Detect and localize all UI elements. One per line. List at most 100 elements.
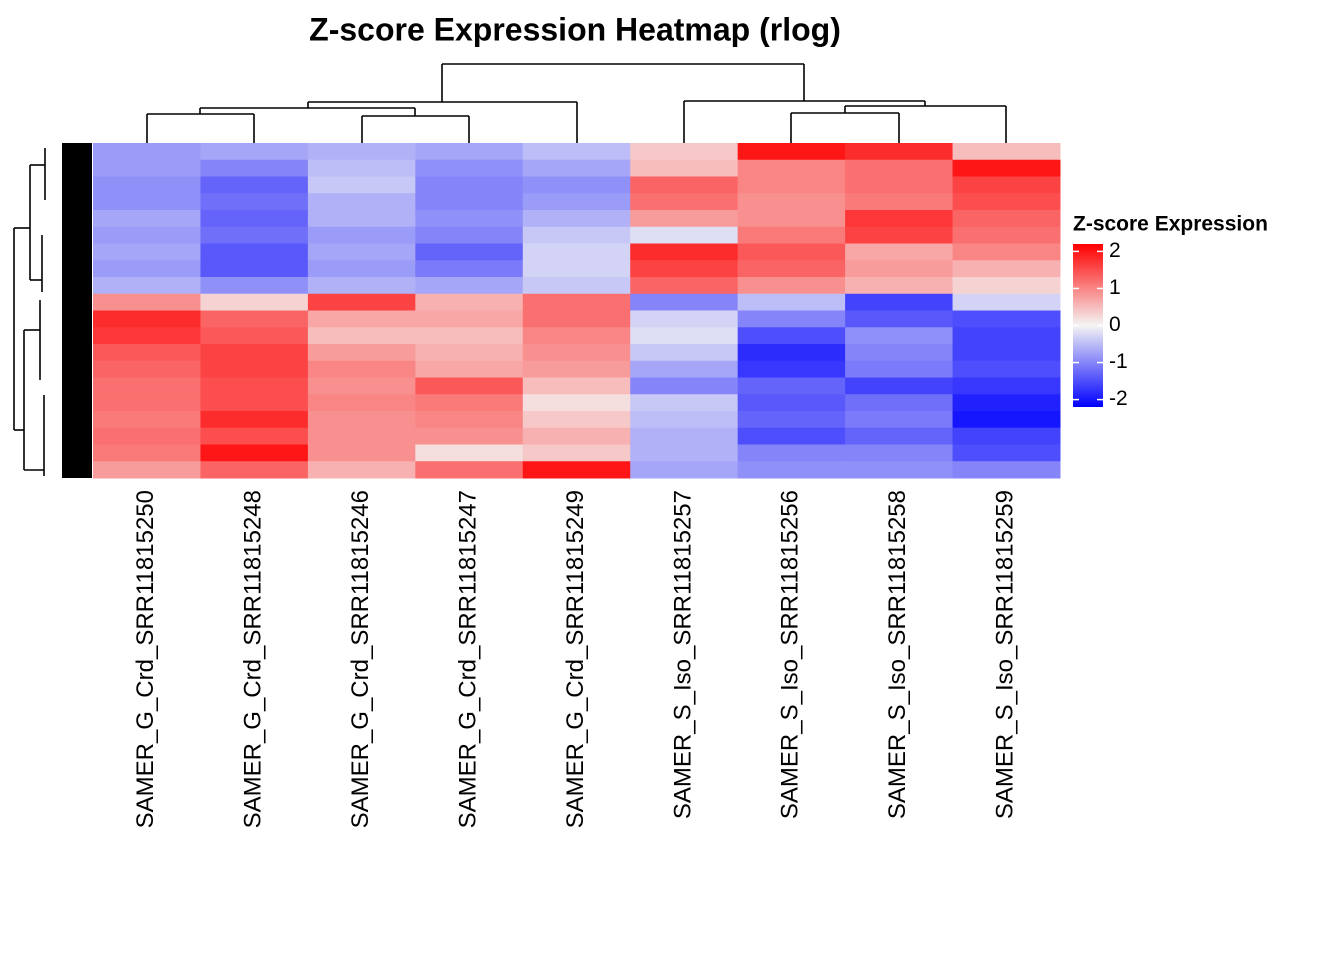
heatmap-cell <box>307 394 416 412</box>
heatmap-cell <box>952 394 1061 412</box>
heatmap-cell <box>522 444 631 462</box>
heatmap-cell <box>415 293 524 311</box>
heatmap-cell <box>737 143 846 161</box>
heatmap-cell <box>845 461 954 479</box>
heatmap-cell <box>93 461 201 479</box>
heatmap-cell <box>307 360 416 378</box>
heatmap-cell <box>522 394 631 412</box>
heatmap-cell <box>200 277 309 295</box>
column-dendrogram <box>146 63 1007 143</box>
heatmap-cell <box>952 176 1061 194</box>
heatmap-cell <box>415 360 524 378</box>
heatmap-cell <box>415 159 524 177</box>
heatmap-cell <box>952 327 1061 345</box>
heatmap-cell <box>415 344 524 362</box>
heatmap-cell <box>952 461 1061 479</box>
heatmap-cell <box>630 444 739 462</box>
heatmap-cell <box>630 293 739 311</box>
heatmap-cell <box>93 176 201 194</box>
heatmap-cell <box>307 159 416 177</box>
heatmap-cell <box>737 260 846 278</box>
heatmap-cell <box>307 310 416 328</box>
heatmap-cell <box>200 411 309 429</box>
heatmap-cell <box>845 277 954 295</box>
column-label: SAMER_S_Iso_SRR11815256 <box>777 490 804 819</box>
heatmap-cell <box>845 293 954 311</box>
heatmap-cell <box>307 327 416 345</box>
heatmap-cell <box>415 243 524 261</box>
heatmap-cell <box>952 143 1061 161</box>
heatmap-cell <box>952 226 1061 244</box>
heatmap-cell <box>522 327 631 345</box>
heatmap-cell <box>522 411 631 429</box>
heatmap-cell <box>737 360 846 378</box>
heatmap-cell <box>630 360 739 378</box>
heatmap-cell <box>415 193 524 211</box>
heatmap-cell <box>200 360 309 378</box>
heatmap-cell <box>307 377 416 395</box>
heatmap-cell <box>415 444 524 462</box>
heatmap-cell <box>952 159 1061 177</box>
heatmap-cell <box>522 260 631 278</box>
heatmap-cell <box>845 159 954 177</box>
heatmap-cell <box>307 226 416 244</box>
heatmap-cell <box>845 411 954 429</box>
heatmap-cell <box>200 210 309 228</box>
heatmap-cell <box>630 193 739 211</box>
heatmap-cell <box>845 210 954 228</box>
heatmap-cell <box>93 193 201 211</box>
column-label: SAMER_S_Iso_SRR11815258 <box>884 490 911 819</box>
column-label: SAMER_G_Crd_SRR11815246 <box>347 490 374 828</box>
legend-title: Z-score Expression <box>1073 213 1268 236</box>
heatmap-cell <box>845 377 954 395</box>
heatmap-cell <box>845 327 954 345</box>
heatmap-cell <box>952 411 1061 429</box>
column-label: SAMER_G_Crd_SRR11815247 <box>454 490 481 828</box>
heatmap-cell <box>93 159 201 177</box>
heatmap-cell <box>737 411 846 429</box>
heatmap-cell <box>415 327 524 345</box>
heatmap-cell <box>522 243 631 261</box>
heatmap-cell <box>415 226 524 244</box>
heatmap-cell <box>522 143 631 161</box>
heatmap-cell <box>737 344 846 362</box>
heatmap-cell <box>522 344 631 362</box>
heatmap-cell <box>415 394 524 412</box>
heatmap-cell <box>307 193 416 211</box>
heatmap-cell <box>737 277 846 295</box>
heatmap-cell <box>200 143 309 161</box>
heatmap-cell <box>630 327 739 345</box>
heatmap-cell <box>307 444 416 462</box>
column-label: SAMER_S_Iso_SRR11815257 <box>669 490 696 819</box>
heatmap-cell <box>845 193 954 211</box>
heatmap-cell <box>737 193 846 211</box>
heatmap-cell <box>522 159 631 177</box>
heatmap-cell <box>93 377 201 395</box>
heatmap-cell <box>200 310 309 328</box>
heatmap-cell <box>630 210 739 228</box>
heatmap-cell <box>630 277 739 295</box>
heatmap-cell <box>307 277 416 295</box>
heatmap-cell <box>522 210 631 228</box>
heatmap-cell <box>952 360 1061 378</box>
legend-tick-label: 0 <box>1109 313 1121 336</box>
heatmap-cell <box>630 176 739 194</box>
heatmap-cell <box>737 310 846 328</box>
heatmap-cell <box>200 394 309 412</box>
heatmap-cell <box>200 344 309 362</box>
heatmap-cell <box>93 411 201 429</box>
heatmap-cell <box>522 193 631 211</box>
heatmap-cell <box>845 360 954 378</box>
heatmap-cell <box>737 444 846 462</box>
heatmap-cell <box>737 159 846 177</box>
heatmap-cell <box>93 143 201 161</box>
heatmap-cell <box>415 277 524 295</box>
heatmap-cell <box>952 193 1061 211</box>
heatmap-cell <box>415 143 524 161</box>
heatmap-cell <box>415 377 524 395</box>
heatmap-cell <box>93 210 201 228</box>
heatmap-cell <box>737 293 846 311</box>
heatmap-cell <box>845 344 954 362</box>
heatmap-cell <box>845 143 954 161</box>
